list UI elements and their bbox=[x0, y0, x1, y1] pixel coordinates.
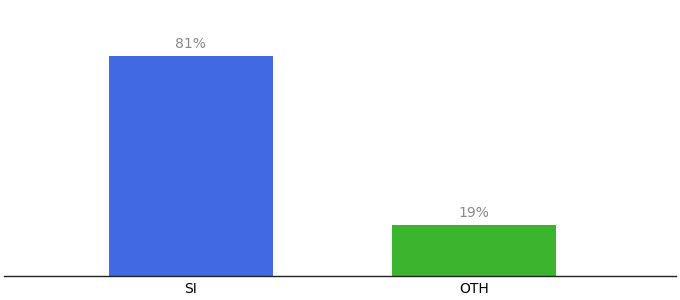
Text: 81%: 81% bbox=[175, 37, 206, 51]
Bar bbox=[392, 225, 556, 276]
Bar bbox=[109, 56, 273, 276]
Text: 19%: 19% bbox=[459, 206, 490, 220]
